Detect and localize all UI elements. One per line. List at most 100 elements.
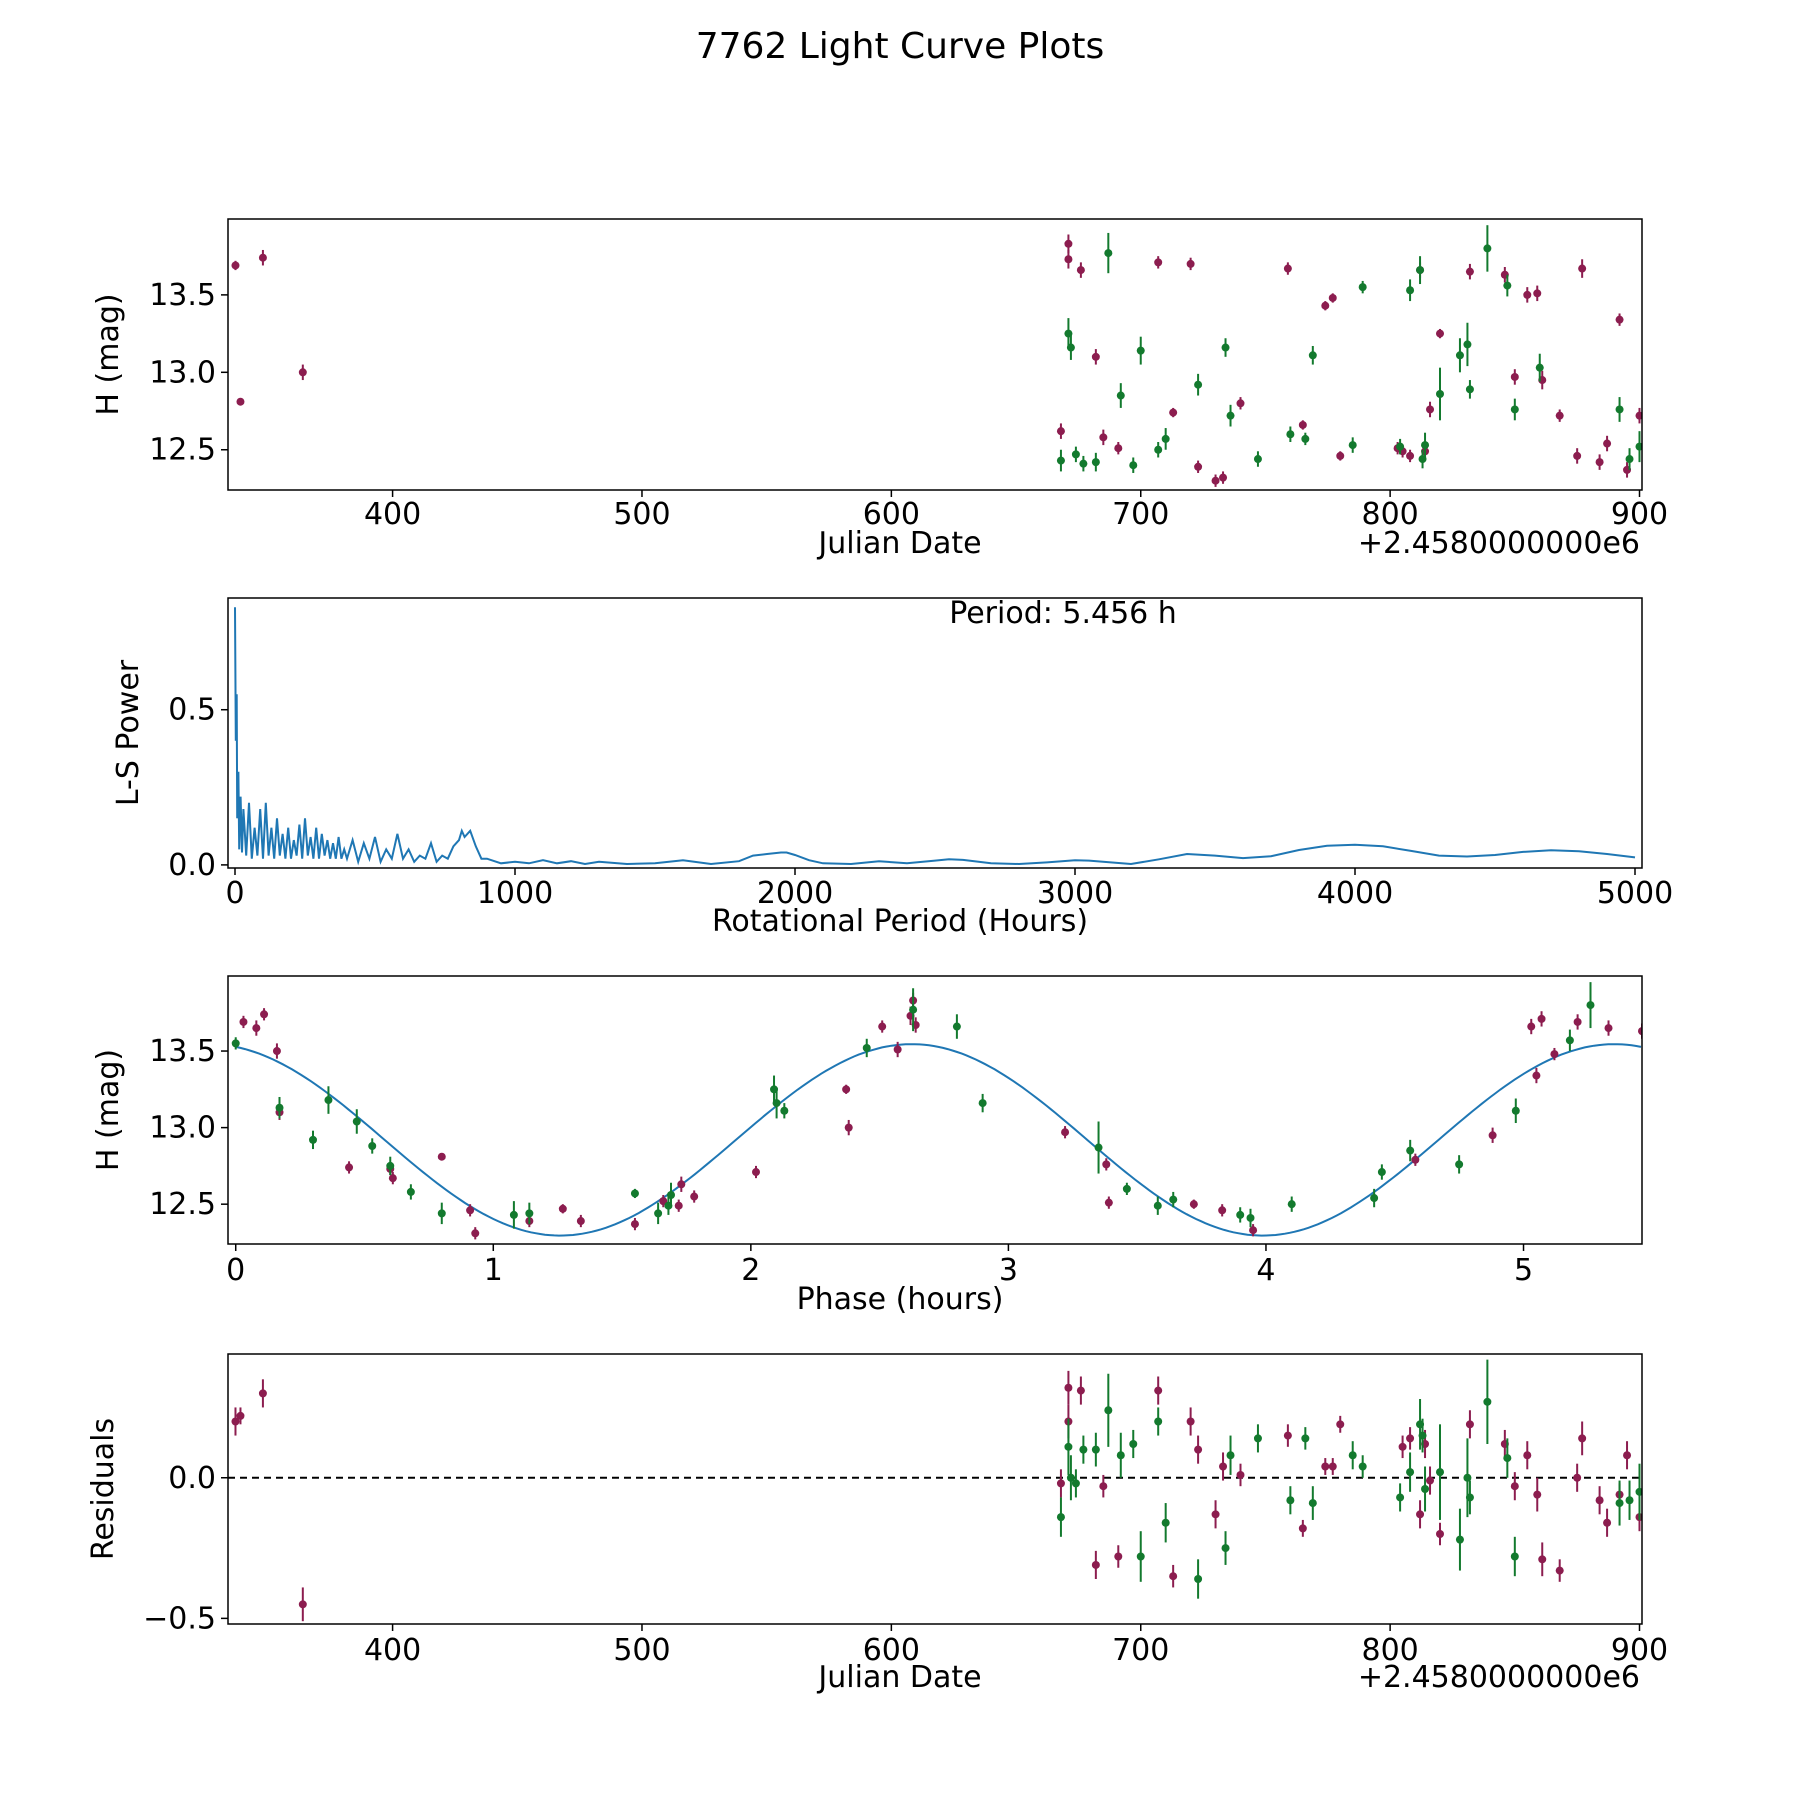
data-point bbox=[1099, 1482, 1108, 1491]
data-point bbox=[1071, 1479, 1080, 1488]
data-point bbox=[1358, 1462, 1367, 1471]
data-point bbox=[1091, 458, 1100, 467]
data-point bbox=[1308, 1499, 1317, 1508]
data-point bbox=[1510, 405, 1519, 414]
axes-frame bbox=[227, 975, 1643, 1245]
data-point bbox=[1102, 1160, 1111, 1169]
data-point bbox=[909, 1005, 918, 1014]
data-point bbox=[1511, 1106, 1520, 1115]
data-point bbox=[1129, 1440, 1138, 1448]
data-point bbox=[1104, 1198, 1113, 1207]
fit-curve bbox=[235, 1043, 1642, 1237]
data-point bbox=[1056, 456, 1065, 465]
data-point bbox=[1283, 264, 1292, 273]
data-point bbox=[1221, 343, 1230, 352]
data-point bbox=[1194, 462, 1203, 471]
data-point bbox=[1533, 289, 1542, 298]
data-point bbox=[1635, 1487, 1642, 1496]
x-tick-label: 2 bbox=[741, 1253, 760, 1288]
data-point bbox=[258, 1389, 267, 1398]
data-point bbox=[298, 1600, 307, 1609]
data-point bbox=[1129, 461, 1138, 470]
data-point bbox=[751, 1168, 760, 1177]
chart-periodogram: 0 1000 2000 3000 4000 5000 0.0 0.5 Rotational Pe… bbox=[111, 596, 1673, 939]
figure-title: 7762 Light Curve Plots bbox=[695, 26, 1105, 67]
data-point bbox=[1418, 1431, 1427, 1440]
x-tick-label: 900 bbox=[1611, 497, 1668, 532]
data-point bbox=[1161, 1518, 1170, 1527]
data-point bbox=[630, 1220, 639, 1229]
y-axis-label: H (mag) bbox=[91, 1049, 126, 1171]
x-axis-label: Rotational Period (Hours) bbox=[712, 904, 1088, 939]
data-point bbox=[1615, 405, 1624, 414]
data-point bbox=[1483, 244, 1492, 253]
data-point bbox=[324, 1096, 333, 1105]
data-point bbox=[1116, 1451, 1125, 1460]
data-point bbox=[1625, 455, 1634, 464]
x-tick-label: 1 bbox=[484, 1253, 503, 1288]
data-point bbox=[1321, 1462, 1330, 1471]
data-point bbox=[1079, 459, 1088, 468]
data-point bbox=[1104, 249, 1113, 258]
data-point bbox=[1358, 283, 1367, 292]
data-point bbox=[1406, 286, 1415, 295]
data-point bbox=[952, 1022, 961, 1031]
data-point bbox=[1406, 1468, 1415, 1477]
data-point bbox=[862, 1043, 871, 1052]
data-point bbox=[386, 1161, 395, 1170]
chart-jd-mag: 400 500 600 700 800 900 12.5 13.0 13.5 Julian Dat… bbox=[91, 218, 1668, 561]
data-point bbox=[978, 1099, 987, 1108]
x-tick-label: 900 bbox=[1611, 1633, 1668, 1668]
data-point bbox=[1595, 1496, 1604, 1505]
y-tick-label: 13.0 bbox=[149, 355, 216, 390]
data-point bbox=[1436, 389, 1444, 398]
plot-area bbox=[231, 225, 1642, 487]
data-point bbox=[1595, 458, 1604, 467]
data-point bbox=[1510, 1482, 1519, 1491]
data-point bbox=[1079, 1445, 1088, 1454]
data-point bbox=[1416, 1510, 1425, 1519]
data-point bbox=[1603, 1518, 1612, 1527]
data-point bbox=[772, 1099, 781, 1108]
series-line bbox=[234, 607, 1636, 866]
x-tick-label: 0 bbox=[225, 876, 244, 911]
data-point bbox=[1219, 1462, 1228, 1471]
data-point bbox=[1421, 1485, 1430, 1493]
x-tick-label: 600 bbox=[863, 1633, 920, 1668]
data-point bbox=[1153, 1201, 1162, 1210]
data-point bbox=[667, 1190, 676, 1199]
axes-frame bbox=[227, 218, 1643, 491]
x-axis-label: Phase (hours) bbox=[797, 1282, 1004, 1317]
data-point bbox=[674, 1201, 683, 1210]
x-tick-label: 1000 bbox=[477, 876, 553, 911]
y-tick-label: 13.5 bbox=[149, 1034, 216, 1069]
data-point bbox=[236, 397, 245, 406]
data-point bbox=[1635, 442, 1642, 451]
data-point bbox=[1535, 363, 1544, 372]
data-point bbox=[1578, 1434, 1587, 1443]
data-point bbox=[298, 368, 307, 377]
x-tick-label: 2000 bbox=[757, 876, 833, 911]
data-point bbox=[1099, 433, 1108, 442]
axes-frame bbox=[227, 1353, 1643, 1625]
plot-area bbox=[231, 982, 1642, 1240]
data-point bbox=[1066, 1473, 1075, 1482]
data-point bbox=[654, 1209, 663, 1218]
data-point bbox=[1236, 1470, 1245, 1479]
data-point bbox=[525, 1209, 534, 1218]
data-point bbox=[1064, 1383, 1073, 1392]
data-point bbox=[1194, 1575, 1203, 1583]
chart-title: Period: 5.456 h bbox=[949, 596, 1177, 631]
data-point bbox=[345, 1163, 354, 1172]
x-tick-label: 4 bbox=[1256, 1253, 1275, 1288]
data-point bbox=[1555, 1566, 1564, 1575]
data-point bbox=[352, 1117, 361, 1126]
plot-area bbox=[228, 1359, 1642, 1622]
data-point bbox=[1064, 1442, 1073, 1451]
y-tick-label: 0.0 bbox=[168, 1461, 216, 1496]
data-point bbox=[1455, 351, 1464, 360]
series-purple bbox=[231, 234, 1642, 487]
data-point bbox=[558, 1204, 567, 1213]
x-tick-label: 5 bbox=[1514, 1253, 1533, 1288]
data-point bbox=[1578, 264, 1587, 273]
